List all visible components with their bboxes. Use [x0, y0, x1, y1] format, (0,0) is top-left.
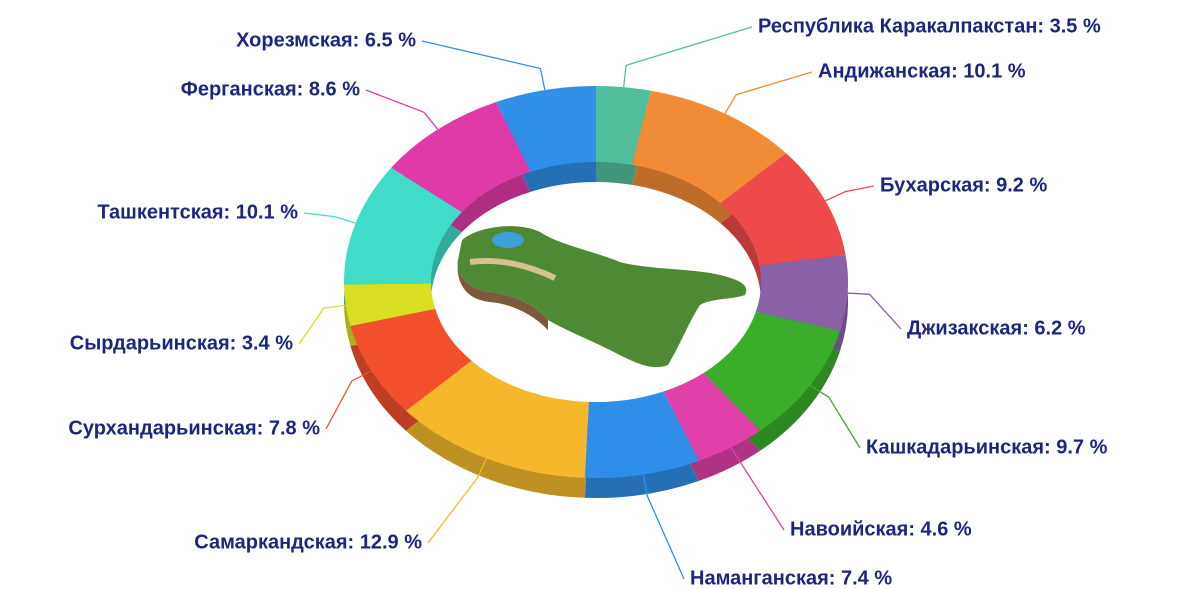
leader-line [427, 458, 488, 544]
data-label: Хорезмская: 6.5 % [236, 29, 416, 51]
data-label: Бухарская: 9.2 % [880, 174, 1047, 196]
leader-line [421, 40, 546, 91]
data-label: Сырдарьинская: 3.4 % [70, 332, 293, 354]
slice [350, 308, 472, 411]
leader-line [298, 304, 346, 345]
slice [703, 311, 841, 431]
slice [584, 391, 699, 478]
data-label: Ташкентская: 10.1 % [97, 201, 298, 223]
data-label: Навоийская: 4.6 % [790, 518, 972, 540]
leader-line [365, 89, 439, 130]
data-label: Самаркандская: 12.9 % [194, 531, 422, 553]
leader-line [847, 292, 902, 330]
slice [720, 153, 846, 266]
leader-line [325, 370, 372, 430]
leader-line [825, 185, 875, 202]
data-label: Наманганская: 7.4 % [690, 567, 892, 589]
data-label: Сурхандарьинская: 7.8 % [68, 417, 320, 439]
map-illustration [457, 226, 747, 368]
slice [495, 86, 596, 172]
slice [405, 360, 589, 478]
data-label: Республика Каракалпакстан: 3.5 % [758, 15, 1101, 37]
slice [631, 90, 787, 204]
leader-line [623, 26, 753, 88]
slice [663, 373, 761, 461]
slice [344, 283, 436, 326]
leader-line [730, 447, 785, 531]
slice [343, 167, 462, 285]
data-label: Кашкадарьинская: 9.7 % [866, 436, 1108, 458]
leader-line [724, 71, 813, 114]
data-label: Ферганская: 8.6 % [181, 78, 360, 100]
leader-line [642, 474, 685, 580]
slice [755, 254, 848, 331]
data-label: Андижанская: 10.1 % [818, 60, 1026, 82]
slice [391, 102, 531, 213]
data-label: Джизакская: 6.2 % [907, 317, 1086, 339]
slice [596, 86, 651, 165]
leader-line [303, 212, 356, 224]
leader-line [809, 384, 861, 449]
